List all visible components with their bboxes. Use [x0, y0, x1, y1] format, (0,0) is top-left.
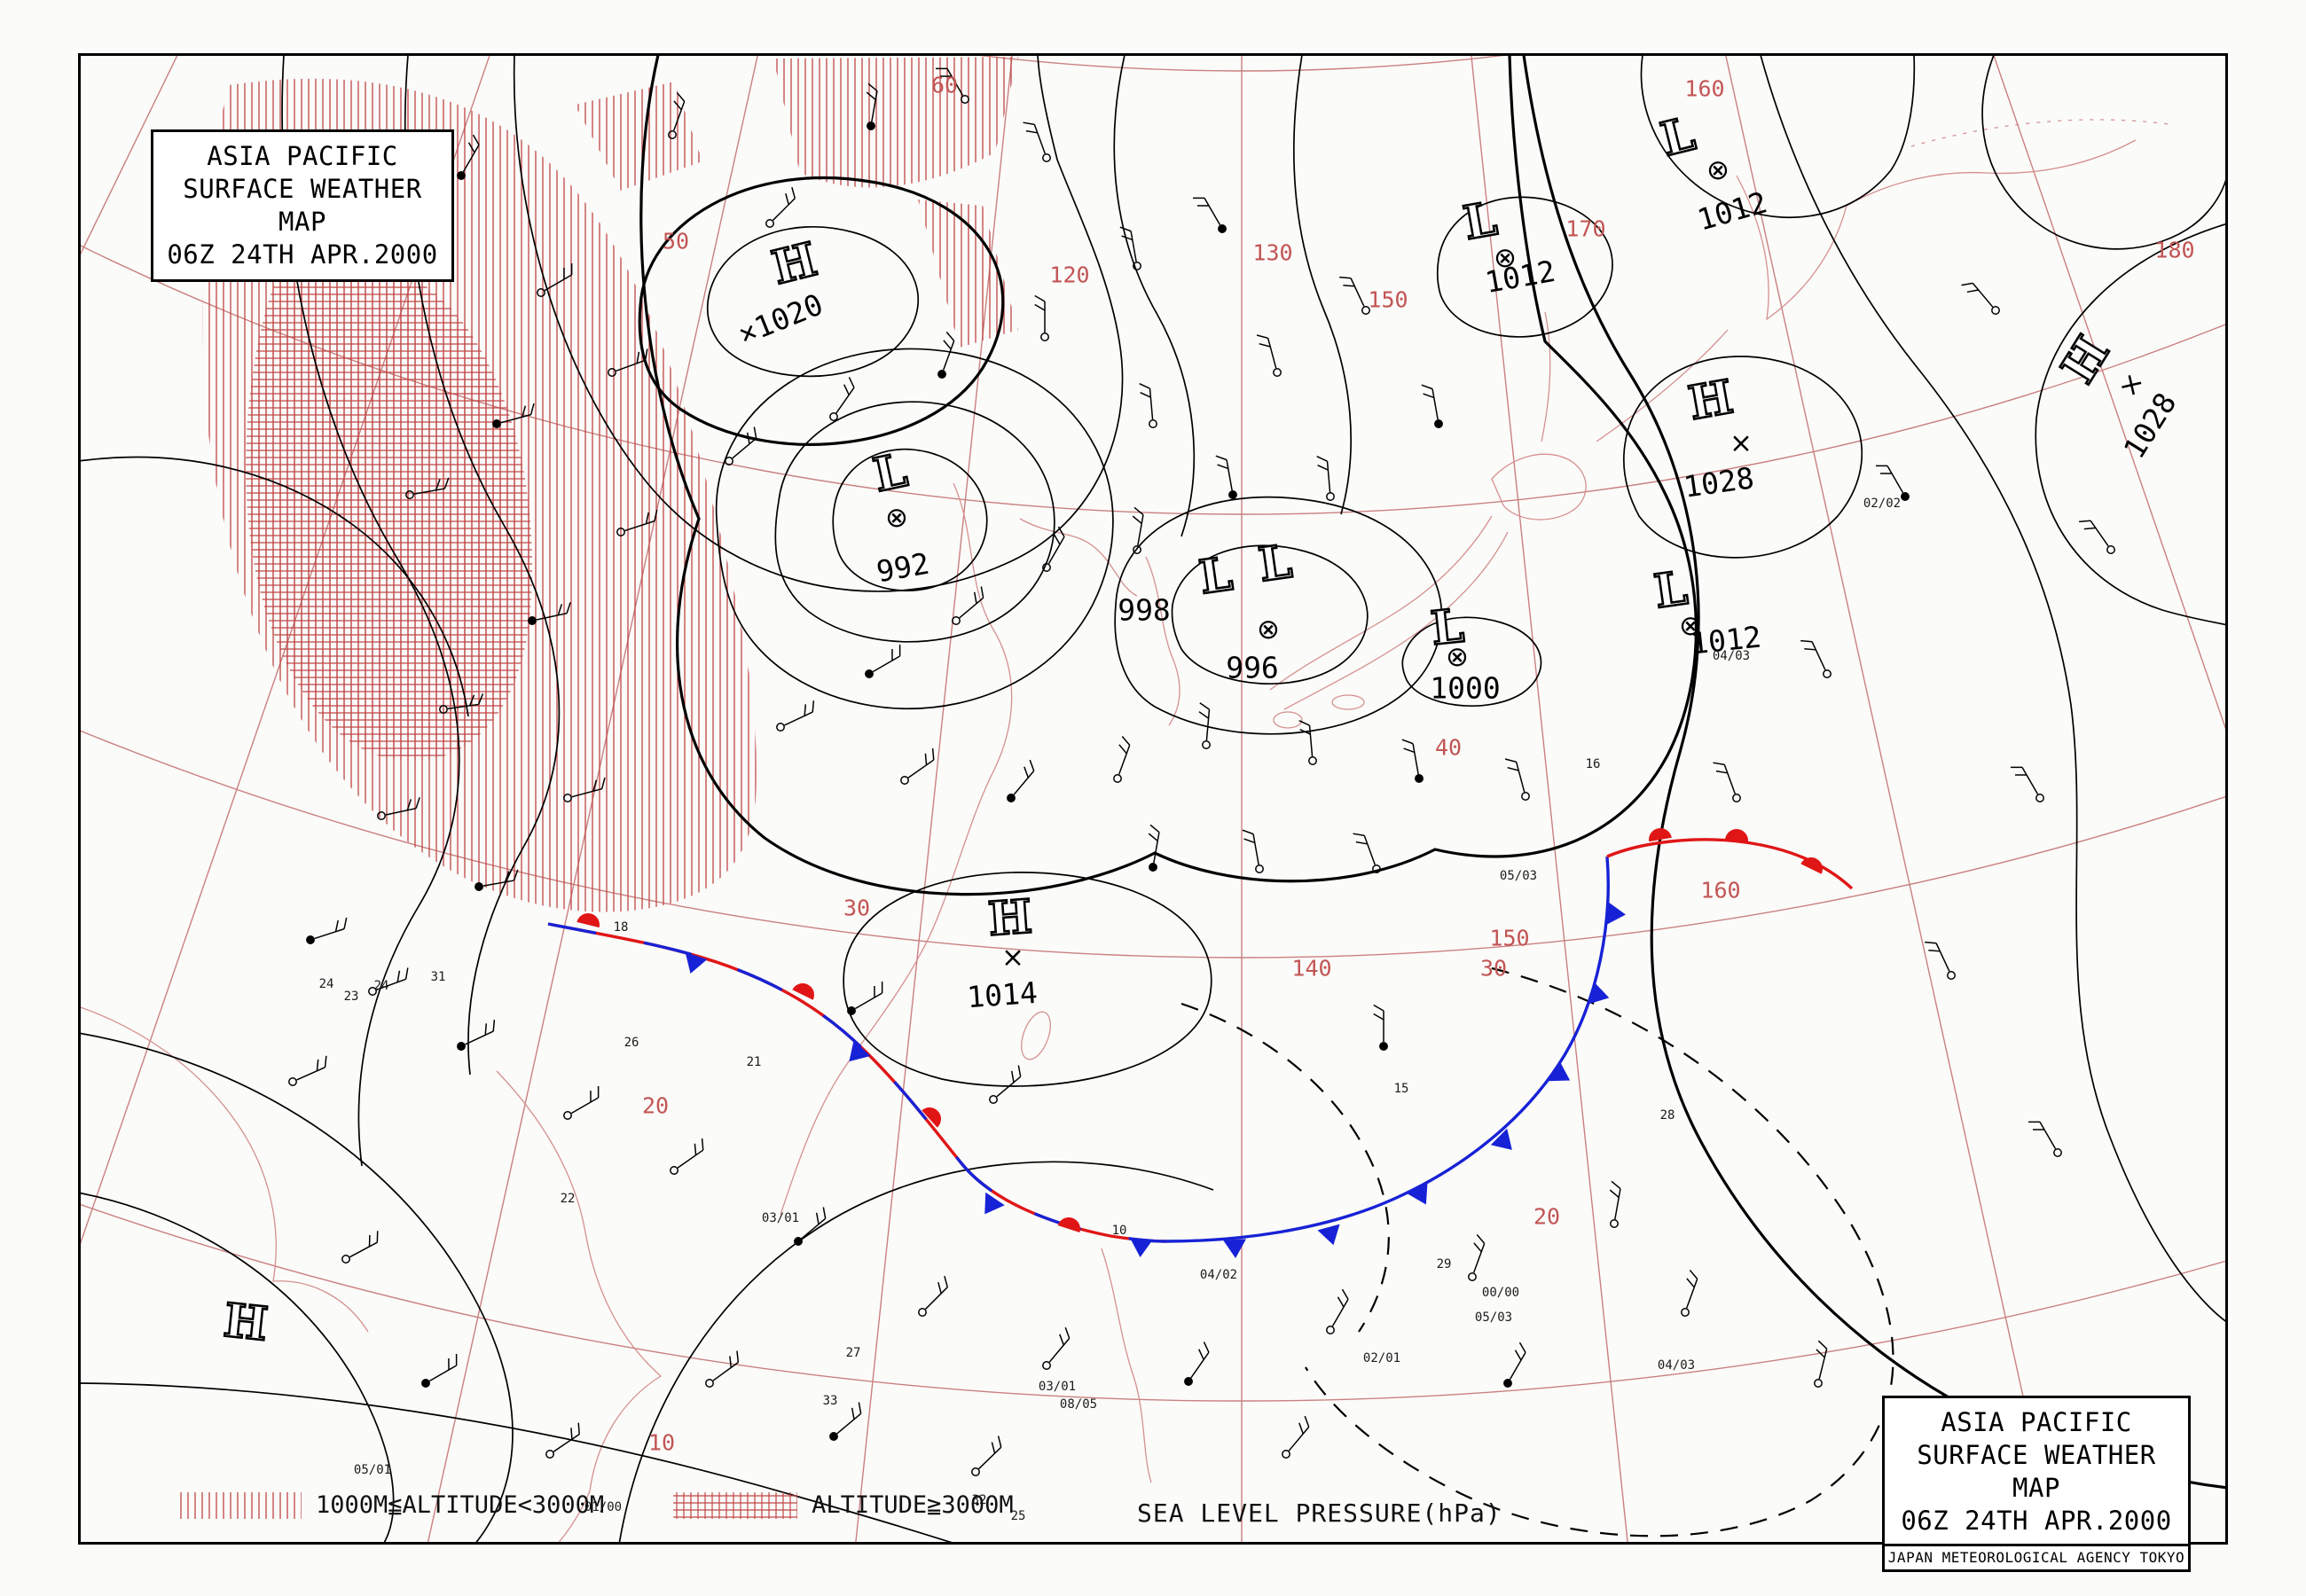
title-line-1: ASIA PACIFIC	[207, 141, 398, 171]
dashed-isobars	[1180, 966, 1894, 1537]
credit-line-2: SURFACE WEATHER MAP	[1917, 1440, 2156, 1503]
terrain-hatch	[202, 57, 1018, 912]
agency-credit: JAPAN METEOROLOGICAL AGENCY TOKYO	[1885, 1544, 2188, 1569]
coastlines	[81, 119, 2169, 1542]
hatch-high-swatch	[673, 1491, 798, 1519]
credit-box: ASIA PACIFIC SURFACE WEATHER MAP 06Z 24T…	[1882, 1396, 2191, 1572]
terrain-hatch-high	[246, 261, 533, 762]
fronts	[547, 828, 1854, 1258]
title-box: ASIA PACIFIC SURFACE WEATHER MAP 06Z 24T…	[151, 129, 454, 282]
title-line-3: 06Z 24TH APR.2000	[167, 239, 438, 270]
title-line-2: SURFACE WEATHER MAP	[183, 174, 422, 237]
credit-line-1: ASIA PACIFIC	[1941, 1407, 2132, 1437]
hatch-low-swatch	[177, 1491, 302, 1519]
warm-front-pips	[576, 828, 1823, 1233]
legend-altitude-low-label: 1000M≦ALTITUDE<3000M	[316, 1491, 605, 1519]
map-frame	[78, 53, 2228, 1545]
altitude-legend: 1000M≦ALTITUDE<3000M ALTITUDE≧3000M	[177, 1491, 1014, 1519]
isobars	[81, 56, 2225, 1542]
station-plots	[288, 67, 2115, 1476]
legend-altitude-high-label: ALTITUDE≧3000M	[812, 1491, 1014, 1519]
cold-front-line	[1165, 856, 1610, 1243]
credit-line-3: 06Z 24TH APR.2000	[1901, 1506, 2172, 1536]
cold-front-pips	[685, 902, 1626, 1258]
warm-front-line	[1606, 838, 1854, 890]
sea-level-pressure-label: SEA LEVEL PRESSURE(hPa)	[1137, 1498, 1502, 1528]
